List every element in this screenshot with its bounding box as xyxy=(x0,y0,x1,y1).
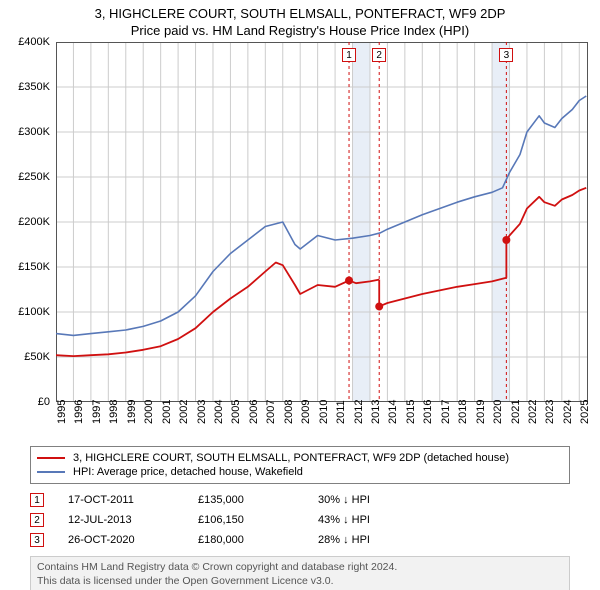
chart-subtitle: Price paid vs. HM Land Registry's House … xyxy=(0,21,600,42)
sale-row-hpi-compare: 30% ↓ HPI xyxy=(318,494,370,506)
y-tick-label: £250K xyxy=(18,171,50,183)
x-tick-label: 2000 xyxy=(143,400,155,424)
x-tick-label: 1996 xyxy=(73,400,85,424)
x-tick-label: 2019 xyxy=(475,400,487,424)
x-tick-label: 2005 xyxy=(230,400,242,424)
x-tick-label: 2021 xyxy=(510,400,522,424)
sale-row-date: 26-OCT-2020 xyxy=(68,534,198,546)
sale-row: 3 26-OCT-2020£180,00028% ↓ HPI xyxy=(30,530,570,550)
x-tick-label: 2004 xyxy=(213,400,225,424)
x-tick-label: 2011 xyxy=(335,400,347,424)
x-tick-label: 2013 xyxy=(370,400,382,424)
x-tick-label: 2001 xyxy=(161,400,173,424)
chart-svg xyxy=(56,42,588,402)
legend-row-hpi: HPI: Average price, detached house, Wake… xyxy=(37,465,563,479)
x-tick-label: 2002 xyxy=(178,400,190,424)
x-tick-label: 2017 xyxy=(440,400,452,424)
sale-row-hpi-compare: 43% ↓ HPI xyxy=(318,514,370,526)
y-tick-label: £200K xyxy=(18,216,50,228)
x-tick-label: 2008 xyxy=(283,400,295,424)
x-tick-label: 2016 xyxy=(422,400,434,424)
y-tick-label: £350K xyxy=(18,81,50,93)
sale-marker-1: 1 xyxy=(342,48,356,62)
y-tick-label: £300K xyxy=(18,126,50,138)
x-tick-label: 2010 xyxy=(318,400,330,424)
sale-row-price: £135,000 xyxy=(198,494,318,506)
sale-row-price: £180,000 xyxy=(198,534,318,546)
y-tick-label: £400K xyxy=(18,36,50,48)
x-tick-label: 2015 xyxy=(405,400,417,424)
x-tick-label: 2022 xyxy=(527,400,539,424)
y-tick-label: £150K xyxy=(18,261,50,273)
x-tick-label: 2009 xyxy=(300,400,312,424)
y-tick-label: £0 xyxy=(38,396,50,408)
x-tick-label: 1999 xyxy=(126,400,138,424)
x-tick-label: 2006 xyxy=(248,400,260,424)
x-tick-label: 2023 xyxy=(544,400,556,424)
footer-line-2: This data is licensed under the Open Gov… xyxy=(37,575,563,589)
chart-title: 3, HIGHCLERE COURT, SOUTH ELMSALL, PONTE… xyxy=(0,0,600,21)
x-tick-label: 1997 xyxy=(91,400,103,424)
legend: 3, HIGHCLERE COURT, SOUTH ELMSALL, PONTE… xyxy=(30,446,570,484)
y-tick-label: £100K xyxy=(18,306,50,318)
legend-label-property: 3, HIGHCLERE COURT, SOUTH ELMSALL, PONTE… xyxy=(73,452,509,464)
sale-marker-3: 3 xyxy=(499,48,513,62)
chart-plot-area: £0£50K£100K£150K£200K£250K£300K£350K£400… xyxy=(56,42,588,402)
y-tick-label: £50K xyxy=(24,351,50,363)
sale-row-date: 17-OCT-2011 xyxy=(68,494,198,506)
legend-swatch-hpi xyxy=(37,471,65,473)
sale-row-hpi-compare: 28% ↓ HPI xyxy=(318,534,370,546)
legend-row-property: 3, HIGHCLERE COURT, SOUTH ELMSALL, PONTE… xyxy=(37,451,563,465)
sale-row-marker: 2 xyxy=(30,513,44,527)
x-tick-label: 2003 xyxy=(196,400,208,424)
legend-label-hpi: HPI: Average price, detached house, Wake… xyxy=(73,466,303,478)
attribution-footer: Contains HM Land Registry data © Crown c… xyxy=(30,556,570,590)
sale-row: 2 12-JUL-2013£106,15043% ↓ HPI xyxy=(30,510,570,530)
sale-marker-2: 2 xyxy=(372,48,386,62)
sale-row-marker: 3 xyxy=(30,533,44,547)
x-tick-label: 2020 xyxy=(492,400,504,424)
x-tick-label: 2007 xyxy=(265,400,277,424)
legend-swatch-property xyxy=(37,457,65,459)
sale-row-price: £106,150 xyxy=(198,514,318,526)
y-axis-labels: £0£50K£100K£150K£200K£250K£300K£350K£400… xyxy=(6,42,50,402)
footer-line-1: Contains HM Land Registry data © Crown c… xyxy=(37,561,563,575)
x-tick-label: 2018 xyxy=(457,400,469,424)
sale-row-date: 12-JUL-2013 xyxy=(68,514,198,526)
x-tick-label: 2012 xyxy=(353,400,365,424)
x-axis-labels: 1995 1996 1997 1998 1999 2000 2001 2002 2003 2004… xyxy=(56,402,588,442)
sale-row: 1 17-OCT-2011£135,00030% ↓ HPI xyxy=(30,490,570,510)
x-tick-label: 2024 xyxy=(562,400,574,424)
sale-table: 1 17-OCT-2011£135,00030% ↓ HPI 2 12-JUL-201… xyxy=(30,490,570,550)
x-tick-label: 1995 xyxy=(56,400,68,424)
x-tick-label: 2025 xyxy=(579,400,591,424)
x-tick-label: 2014 xyxy=(387,400,399,424)
x-tick-label: 1998 xyxy=(108,400,120,424)
sale-row-marker: 1 xyxy=(30,493,44,507)
